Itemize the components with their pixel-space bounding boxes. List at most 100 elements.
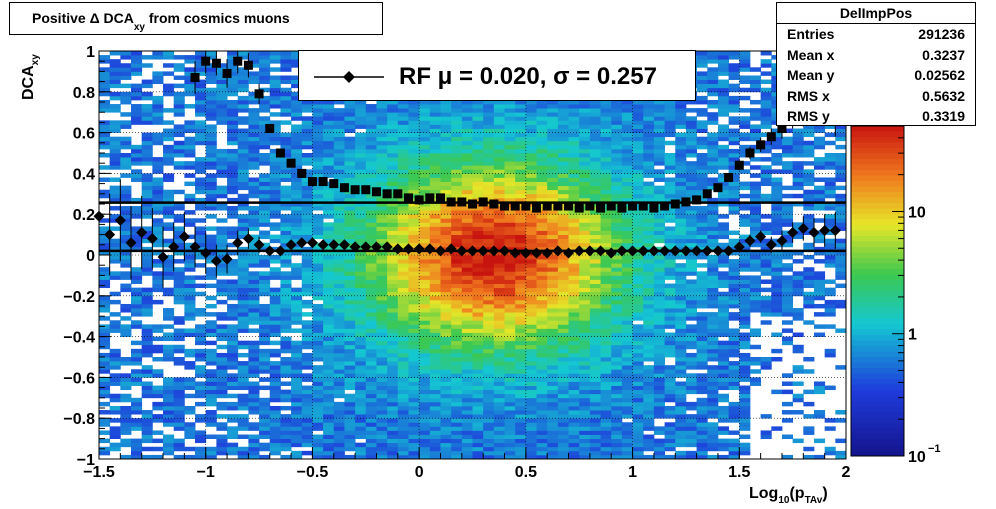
heatmap-cell (376, 348, 388, 354)
heatmap-cell (131, 320, 143, 325)
heatmap-cell (248, 128, 260, 133)
heatmap-cell (600, 210, 612, 215)
heatmap-cell (621, 124, 633, 129)
heatmap-cell (376, 173, 388, 178)
heatmap-cell (248, 91, 260, 97)
heatmap-cell (483, 112, 495, 117)
heatmap-cell (109, 324, 121, 329)
heatmap-cell (419, 450, 431, 456)
heatmap-cell (227, 226, 239, 231)
heatmap-cell (333, 385, 345, 391)
heatmap-cell (365, 365, 377, 370)
heatmap-cell (120, 112, 132, 117)
heatmap-cell (344, 369, 356, 374)
heatmap-cell (600, 148, 612, 154)
heatmap-cell (451, 267, 463, 272)
heatmap-cell (643, 246, 655, 252)
heatmap-cell (109, 271, 121, 276)
heatmap-cell (387, 454, 399, 460)
heatmap-cell (216, 324, 228, 329)
heatmap-cell (429, 128, 441, 133)
heatmap-cell (685, 177, 697, 182)
heatmap-cell (461, 303, 473, 309)
heatmap-cell (461, 332, 473, 337)
heatmap-cell (621, 271, 633, 276)
heatmap-cell (291, 157, 303, 162)
heatmap-cell (387, 418, 399, 423)
heatmap-cell (227, 287, 239, 293)
heatmap-cell (525, 144, 537, 150)
heatmap-cell (525, 283, 537, 289)
heatmap-cell (248, 226, 260, 231)
heatmap-cell (472, 446, 484, 452)
heatmap-cell (461, 377, 473, 382)
heatmap-cell (120, 454, 132, 460)
heatmap-cell (120, 214, 132, 219)
heatmap-cell (472, 348, 484, 354)
heatmap-cell (184, 352, 196, 358)
heatmap-cell (579, 414, 591, 419)
heatmap-cell (333, 255, 345, 260)
heatmap-cell (589, 250, 601, 256)
heatmap-cell (312, 308, 324, 313)
heatmap-cell (365, 373, 377, 378)
heatmap-cell (312, 275, 324, 280)
heatmap-cell (291, 116, 303, 121)
heatmap-cell (451, 312, 463, 317)
heatmap-cell (227, 295, 239, 301)
heatmap-cell (547, 303, 559, 309)
heatmap-cell (184, 259, 196, 264)
heatmap-cell (429, 185, 441, 191)
heatmap-cell (141, 332, 153, 337)
heatmap-cell (493, 442, 505, 448)
heatmap-cell (653, 144, 665, 150)
heatmap-cell (376, 389, 388, 395)
heatmap-cell (429, 177, 441, 182)
heatmap-cell (461, 185, 473, 191)
heatmap-cell (536, 446, 548, 452)
heatmap-cell (429, 234, 441, 240)
heatmap-cell (685, 442, 697, 448)
heatmap-cell (248, 124, 260, 129)
heatmap-cell (333, 348, 345, 354)
heatmap-cell (397, 308, 409, 313)
heatmap-cell (173, 218, 185, 223)
heatmap-cell (568, 397, 580, 403)
heatmap-cell (184, 136, 196, 142)
heatmap-cell (547, 324, 559, 329)
heatmap-cell (376, 218, 388, 223)
heatmap-cell (525, 238, 537, 244)
heatmap-cell (269, 206, 281, 211)
heatmap-cell (323, 308, 335, 313)
heatmap-cell (568, 99, 580, 105)
heatmap-cell (301, 104, 313, 109)
heatmap-cell (227, 165, 239, 170)
heatmap-cell (173, 250, 185, 256)
heatmap-cell (600, 230, 612, 235)
heatmap-cell (227, 340, 239, 346)
heatmap-cell (291, 320, 303, 325)
heatmap-cell (216, 157, 228, 162)
heatmap-cell (205, 173, 217, 178)
heatmap-cell (259, 446, 271, 452)
heatmap-cell (141, 157, 153, 162)
heatmap-cell (397, 414, 409, 419)
heatmap-cell (163, 312, 175, 317)
heatmap-cell (675, 148, 687, 154)
heatmap-cell (600, 324, 612, 329)
heatmap-cell (291, 328, 303, 333)
heatmap-cell (504, 405, 516, 411)
heatmap-cell (184, 332, 196, 337)
heatmap-cell (419, 206, 431, 211)
heatmap-cell (291, 430, 303, 435)
heatmap-cell (216, 238, 228, 244)
heatmap-cell (344, 173, 356, 178)
heatmap-cell (611, 418, 623, 423)
heatmap-cell (621, 246, 633, 252)
heatmap-cell (120, 230, 132, 235)
heatmap-cell (365, 271, 377, 276)
heatmap-cell (621, 116, 633, 121)
heatmap-cell (205, 401, 217, 407)
heatmap-cell (227, 414, 239, 419)
heatmap-cell (547, 255, 559, 260)
